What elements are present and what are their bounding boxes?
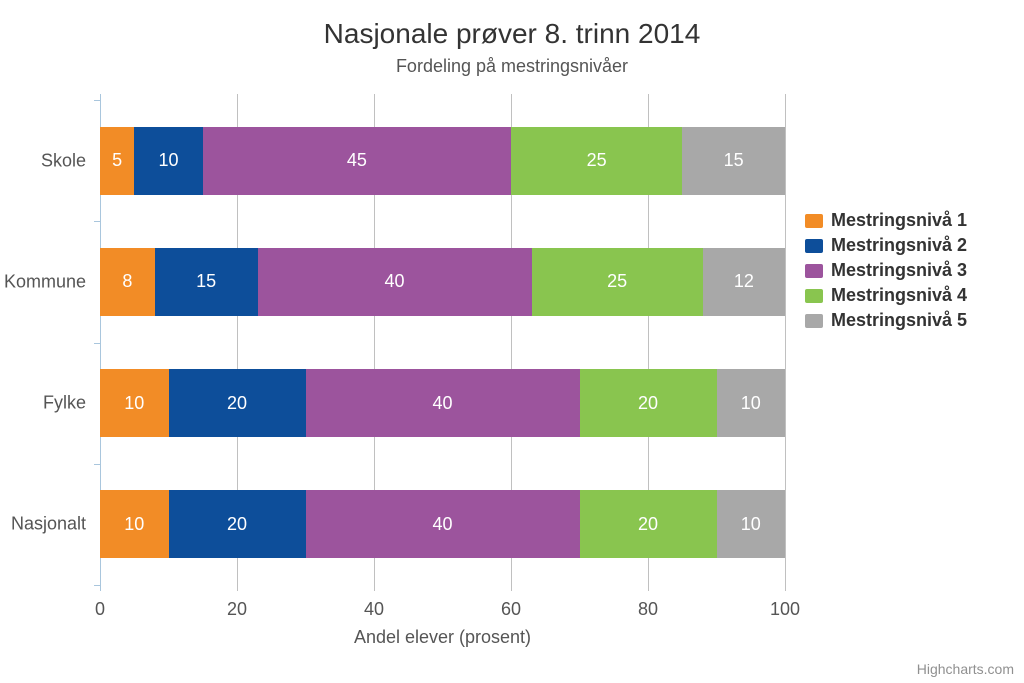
bar-segment[interactable]: 25 bbox=[532, 248, 703, 316]
bar-segment[interactable]: 10 bbox=[134, 127, 203, 195]
bar-row: 510452515 bbox=[100, 127, 785, 195]
x-tick-label: 80 bbox=[638, 599, 658, 620]
x-gridline bbox=[785, 94, 786, 591]
plot-area: Andel elever (prosent) 020406080100Skole… bbox=[100, 100, 785, 585]
legend-item[interactable]: Mestringsnivå 5 bbox=[805, 310, 967, 331]
credits-link[interactable]: Highcharts.com bbox=[917, 661, 1014, 677]
chart-subtitle: Fordeling på mestringsnivåer bbox=[0, 56, 1024, 77]
legend-label: Mestringsnivå 3 bbox=[831, 260, 967, 281]
category-label: Skole bbox=[41, 150, 86, 171]
x-tick-label: 0 bbox=[95, 599, 105, 620]
bar-segment[interactable]: 10 bbox=[717, 490, 786, 558]
y-tick bbox=[94, 221, 100, 222]
legend-label: Mestringsnivå 4 bbox=[831, 285, 967, 306]
legend-swatch bbox=[805, 239, 823, 253]
bar-row: 1020402010 bbox=[100, 369, 785, 437]
bar-segment[interactable]: 20 bbox=[580, 369, 717, 437]
bar-row: 815402512 bbox=[100, 248, 785, 316]
bar-segment[interactable]: 10 bbox=[100, 369, 169, 437]
bar-segment[interactable]: 20 bbox=[169, 490, 306, 558]
legend-swatch bbox=[805, 214, 823, 228]
x-tick-label: 100 bbox=[770, 599, 800, 620]
legend-item[interactable]: Mestringsnivå 4 bbox=[805, 285, 967, 306]
bar-segment[interactable]: 40 bbox=[306, 369, 580, 437]
bar-segment[interactable]: 5 bbox=[100, 127, 134, 195]
x-tick-label: 20 bbox=[227, 599, 247, 620]
bar-segment[interactable]: 25 bbox=[511, 127, 682, 195]
bar-segment[interactable]: 12 bbox=[703, 248, 785, 316]
bar-segment[interactable]: 40 bbox=[306, 490, 580, 558]
category-label: Nasjonalt bbox=[11, 514, 86, 535]
bar-segment[interactable]: 20 bbox=[580, 490, 717, 558]
legend-label: Mestringsnivå 1 bbox=[831, 210, 967, 231]
chart-title: Nasjonale prøver 8. trinn 2014 bbox=[0, 18, 1024, 50]
bar-segment[interactable]: 8 bbox=[100, 248, 155, 316]
legend: Mestringsnivå 1 Mestringsnivå 2 Mestringsn… bbox=[805, 210, 967, 335]
x-axis-label: Andel elever (prosent) bbox=[100, 627, 785, 648]
bar-segment[interactable]: 10 bbox=[717, 369, 786, 437]
legend-swatch bbox=[805, 289, 823, 303]
legend-swatch bbox=[805, 314, 823, 328]
legend-item[interactable]: Mestringsnivå 3 bbox=[805, 260, 967, 281]
y-tick bbox=[94, 100, 100, 101]
bar-segment[interactable]: 45 bbox=[203, 127, 511, 195]
x-tick-label: 40 bbox=[364, 599, 384, 620]
bar-segment[interactable]: 20 bbox=[169, 369, 306, 437]
legend-label: Mestringsnivå 5 bbox=[831, 310, 967, 331]
bar-segment[interactable]: 40 bbox=[258, 248, 532, 316]
bar-segment[interactable]: 10 bbox=[100, 490, 169, 558]
y-tick bbox=[94, 343, 100, 344]
chart-container: Nasjonale prøver 8. trinn 2014 Fordeling… bbox=[0, 0, 1024, 683]
legend-item[interactable]: Mestringsnivå 1 bbox=[805, 210, 967, 231]
bar-row: 1020402010 bbox=[100, 490, 785, 558]
legend-label: Mestringsnivå 2 bbox=[831, 235, 967, 256]
y-tick bbox=[94, 464, 100, 465]
category-label: Kommune bbox=[4, 271, 86, 292]
category-label: Fylke bbox=[43, 393, 86, 414]
legend-swatch bbox=[805, 264, 823, 278]
x-tick-label: 60 bbox=[501, 599, 521, 620]
bar-segment[interactable]: 15 bbox=[155, 248, 258, 316]
legend-item[interactable]: Mestringsnivå 2 bbox=[805, 235, 967, 256]
y-tick bbox=[94, 585, 100, 586]
bar-segment[interactable]: 15 bbox=[682, 127, 785, 195]
